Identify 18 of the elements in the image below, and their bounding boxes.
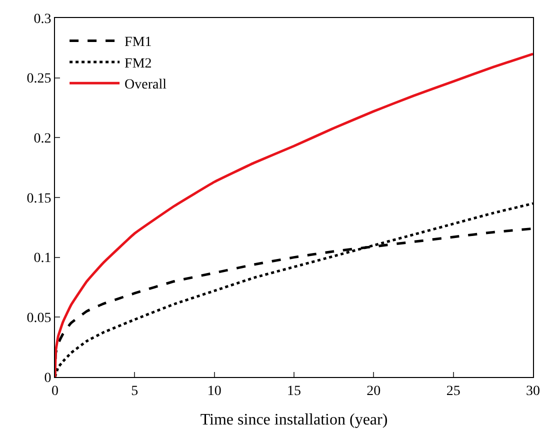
x-tick-label: 20 bbox=[366, 384, 381, 399]
y-tick-label: 0.15 bbox=[26, 191, 52, 206]
x-tick-label: 25 bbox=[446, 384, 460, 399]
x-axis-title: Time since installation (year) bbox=[200, 412, 388, 428]
legend-label: FM1 bbox=[124, 35, 152, 50]
legend-label: FM2 bbox=[124, 56, 152, 72]
y-tick-label: 0 bbox=[44, 370, 52, 386]
x-tick-label: 30 bbox=[526, 384, 540, 399]
y-tick-label: 0.2 bbox=[34, 132, 52, 147]
line-series bbox=[55, 52, 533, 377]
x-tick-label: 10 bbox=[207, 384, 222, 399]
y-tick-label: 0.05 bbox=[26, 311, 52, 326]
y-tick-label: 0.3 bbox=[34, 12, 52, 27]
y-tick-label: 0.1 bbox=[34, 251, 52, 266]
x-tick-label: 5 bbox=[131, 384, 138, 399]
y-tick-label: 0.25 bbox=[26, 72, 52, 87]
legend-label: Overall bbox=[124, 78, 167, 93]
x-tick-label: 15 bbox=[287, 384, 301, 399]
